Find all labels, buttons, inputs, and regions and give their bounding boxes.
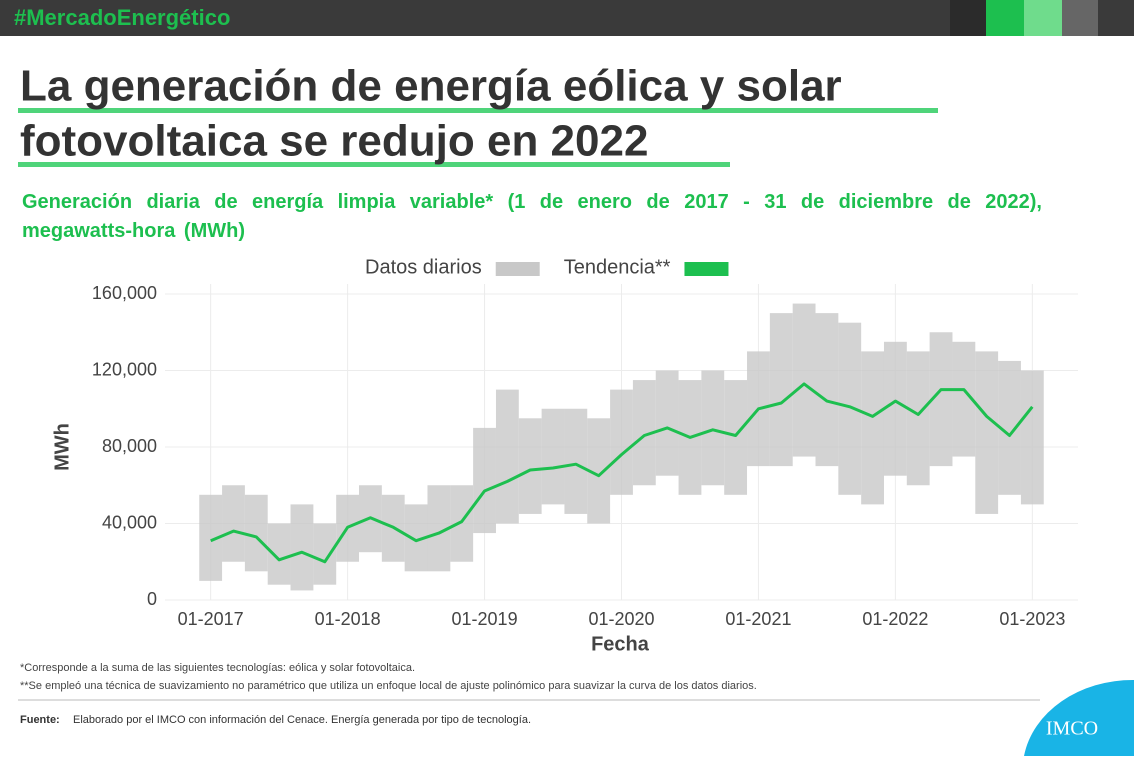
legend-swatch bbox=[684, 262, 729, 276]
y-axis-label: MWh bbox=[51, 423, 73, 471]
daily-range bbox=[929, 332, 953, 467]
subtitle-box: Generación diaria de energía limpia vari… bbox=[22, 191, 1042, 242]
top-square bbox=[1024, 0, 1062, 36]
y-tick-label: 40,000 bbox=[102, 512, 157, 532]
y-tick-label: 80,000 bbox=[102, 436, 157, 456]
x-tick-label: 01-2022 bbox=[862, 609, 928, 629]
daily-range bbox=[450, 485, 474, 562]
footnote: *Corresponde a la suma de las siguientes… bbox=[20, 662, 415, 674]
daily-range bbox=[610, 389, 633, 495]
daily-range bbox=[290, 504, 314, 591]
daily-range bbox=[427, 485, 451, 572]
daily-range bbox=[838, 322, 862, 495]
daily-range bbox=[587, 418, 611, 524]
x-tick-label: 01-2018 bbox=[315, 609, 381, 629]
daily-range bbox=[815, 313, 839, 467]
daily-range bbox=[1020, 370, 1044, 505]
daily-range bbox=[564, 408, 588, 514]
trend-line bbox=[210, 382, 1034, 564]
daily-range bbox=[769, 313, 793, 467]
daily-range bbox=[883, 341, 907, 476]
legend-swatch bbox=[495, 262, 540, 276]
daily-range bbox=[792, 303, 816, 457]
logo: IMCO bbox=[1046, 718, 1098, 740]
top-square bbox=[950, 0, 986, 36]
daily-range bbox=[655, 370, 679, 476]
daily-range bbox=[222, 485, 245, 562]
daily-range bbox=[541, 408, 565, 505]
x-tick-label: 01-2017 bbox=[178, 609, 244, 629]
title-underline bbox=[18, 108, 938, 113]
title-underline bbox=[18, 162, 730, 167]
daily-range bbox=[975, 351, 999, 514]
daily-range bbox=[199, 494, 223, 581]
x-tick-label: 01-2021 bbox=[725, 609, 791, 629]
daily-range bbox=[952, 341, 976, 457]
daily-range bbox=[267, 523, 291, 585]
top-square bbox=[1062, 0, 1098, 36]
footnote: **Se empleó una técnica de suavizamiento… bbox=[20, 680, 757, 692]
daily-range bbox=[313, 523, 337, 585]
y-tick-label: 120,000 bbox=[92, 359, 157, 379]
daily-range bbox=[518, 418, 542, 514]
title: fotovoltaica se redujo en 2022 bbox=[20, 117, 648, 166]
legend-label: Tendencia** bbox=[564, 256, 671, 278]
subtitle: Generación diaria de energía limpia vari… bbox=[22, 191, 1042, 242]
source-text: Elaborado por el IMCO con información de… bbox=[73, 714, 531, 726]
title: La generación de energía eólica y solar bbox=[20, 62, 842, 111]
x-tick-label: 01-2023 bbox=[999, 609, 1065, 629]
daily-range bbox=[861, 351, 884, 505]
daily-range bbox=[701, 370, 725, 486]
top-bar bbox=[0, 0, 1134, 36]
daily-range bbox=[998, 360, 1021, 495]
daily-range bbox=[906, 351, 930, 486]
legend-label: Datos diarios bbox=[365, 256, 482, 278]
x-axis-label: Fecha bbox=[591, 633, 650, 655]
top-square bbox=[986, 0, 1024, 36]
hashtag: #MercadoEnergético bbox=[14, 5, 230, 30]
source-label: Fuente: bbox=[20, 714, 60, 726]
daily-range bbox=[724, 380, 748, 495]
daily-range bbox=[632, 380, 656, 486]
logo-shape bbox=[1024, 679, 1134, 756]
x-tick-label: 01-2020 bbox=[588, 609, 654, 629]
daily-range bbox=[244, 494, 268, 572]
y-tick-label: 0 bbox=[147, 589, 157, 609]
daily-range bbox=[495, 389, 519, 524]
x-tick-label: 01-2019 bbox=[452, 609, 518, 629]
daily-range bbox=[404, 504, 428, 572]
daily-range bbox=[473, 427, 496, 534]
y-tick-label: 160,000 bbox=[92, 283, 157, 303]
